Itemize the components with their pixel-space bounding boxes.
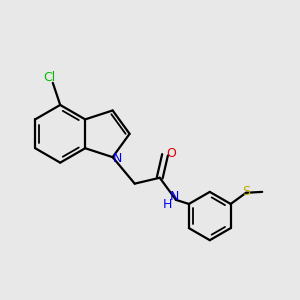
Text: H: H <box>163 198 172 211</box>
Text: N: N <box>113 152 123 164</box>
Text: Cl: Cl <box>43 71 55 84</box>
Text: S: S <box>242 185 250 198</box>
Text: N: N <box>170 190 179 203</box>
Text: O: O <box>167 147 176 160</box>
